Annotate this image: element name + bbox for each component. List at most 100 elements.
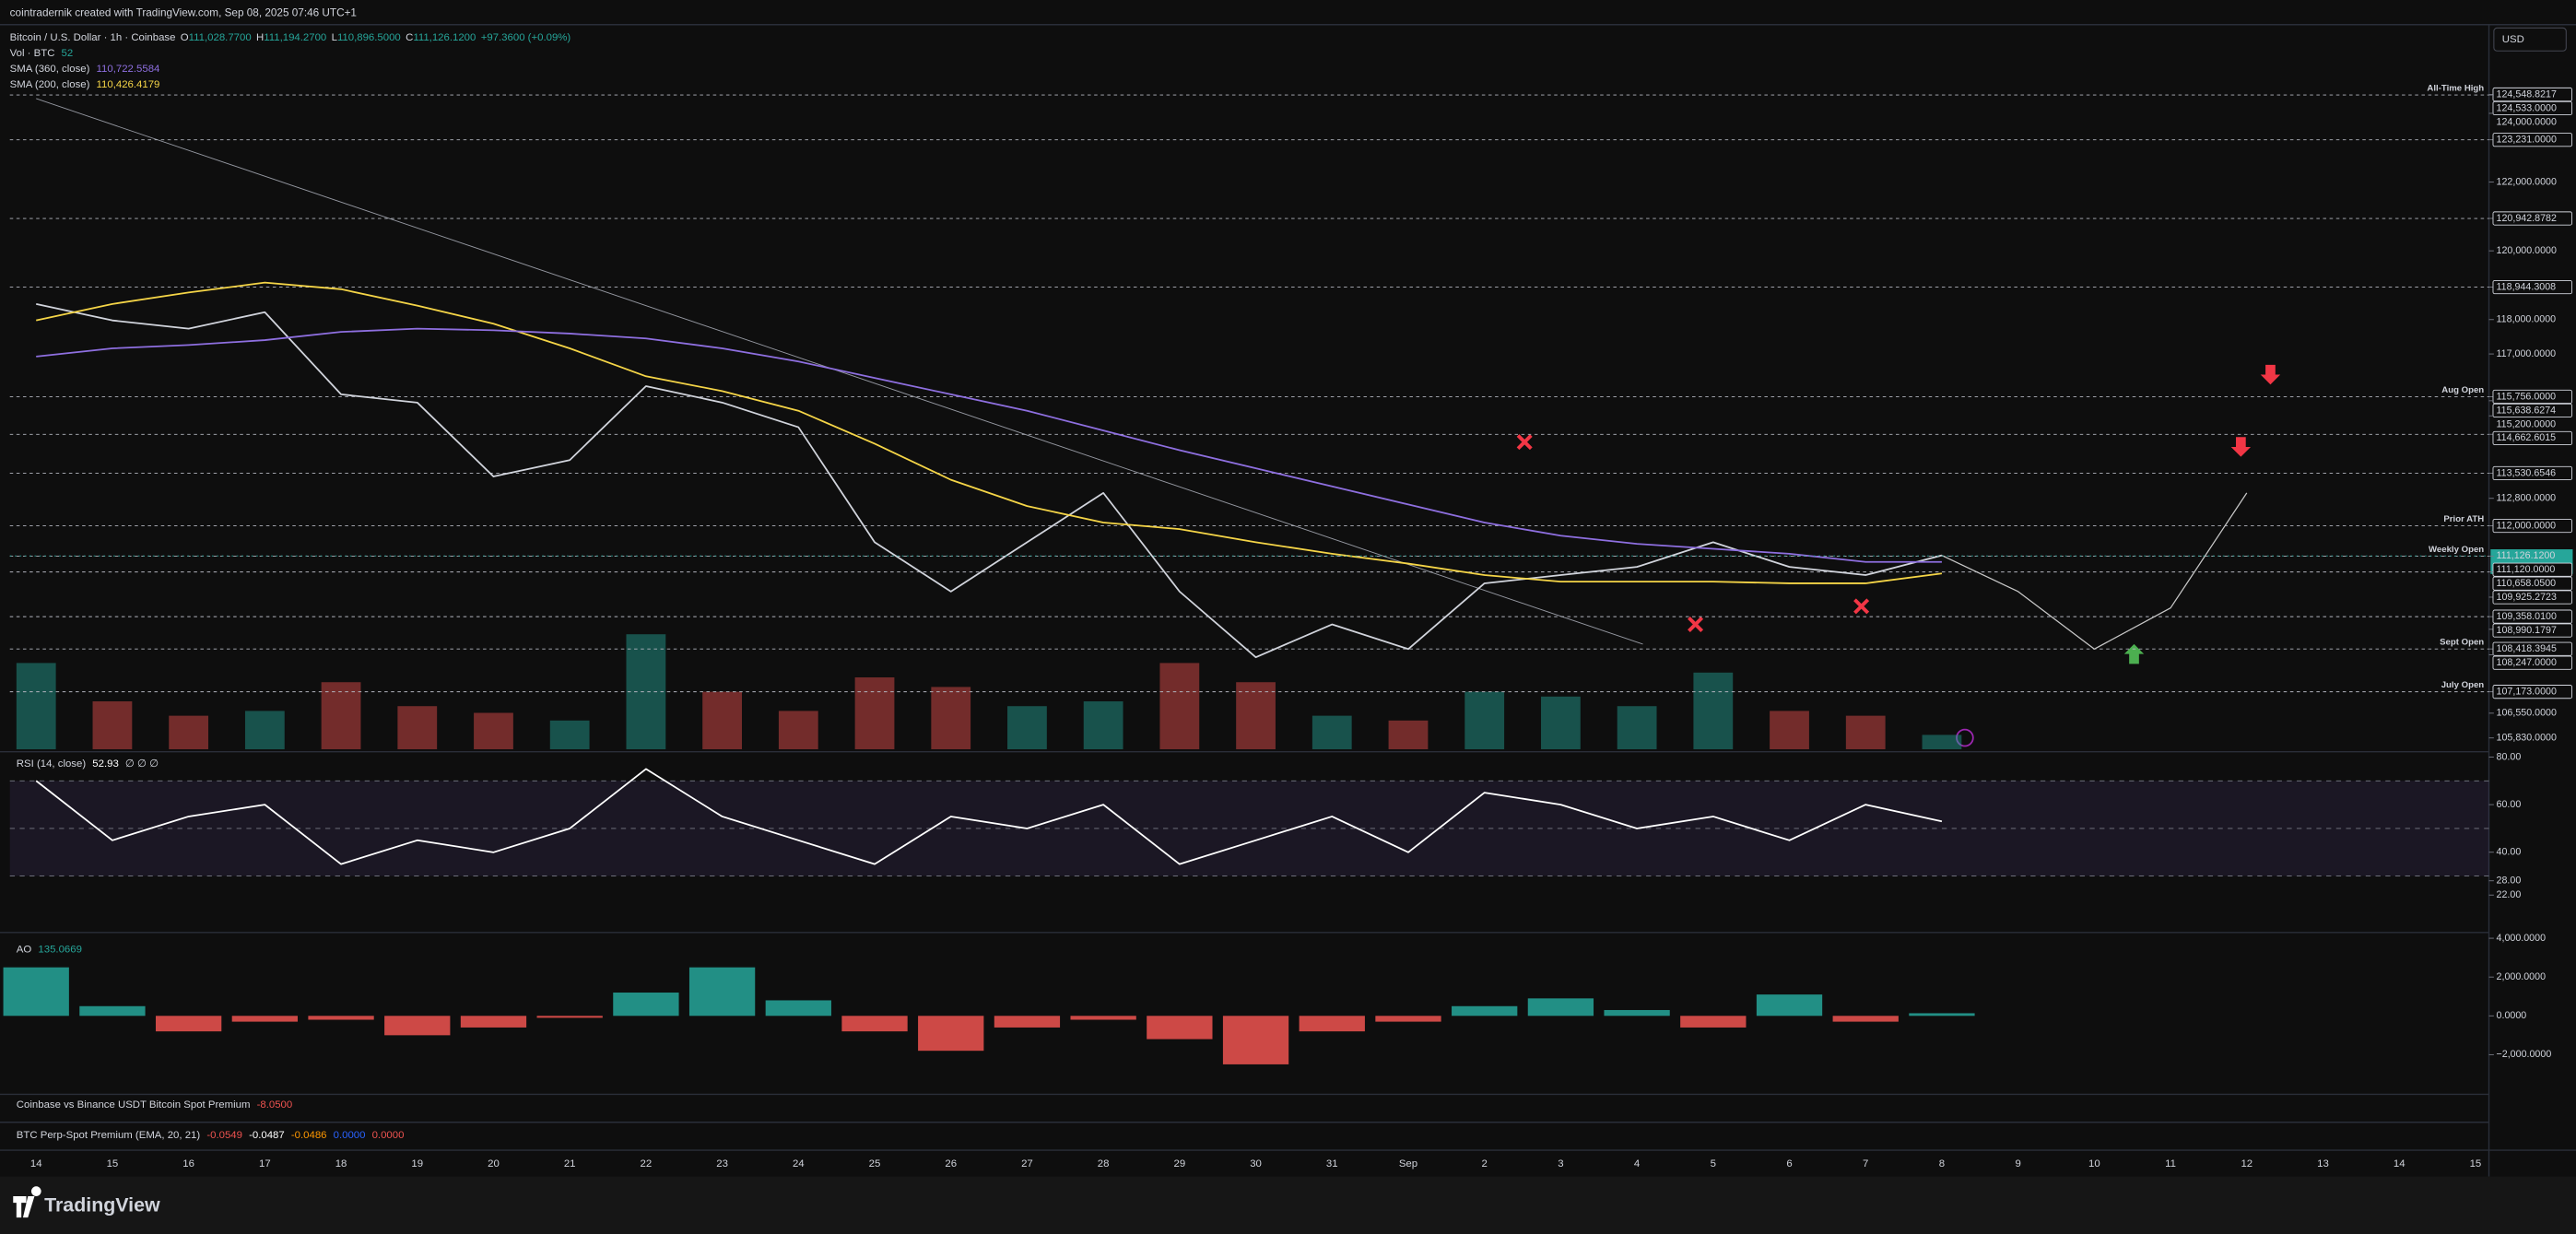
legend-line: AO 135.0669 [17, 945, 82, 956]
down-arrow [2260, 364, 2281, 385]
x-tick-label: 9 [2015, 1158, 2020, 1169]
level-label: All-Time High [2427, 84, 2484, 94]
indicator-name: BTC Perp-Spot Premium (EMA, 20, 21) [17, 1130, 201, 1141]
volume-bar [1541, 696, 1581, 750]
volume-bar [1464, 691, 1505, 750]
x-tick-label: 28 [1098, 1158, 1110, 1169]
ao-bar [1070, 1016, 1136, 1020]
ohlc-value: 110,896.5000 [337, 32, 401, 43]
sma-value: 110,722.5584 [97, 64, 160, 75]
ao-bar [1604, 1009, 1670, 1017]
y-tick-label: 113,530.6546 [2497, 467, 2557, 478]
volume-bar [778, 711, 818, 750]
indicator-value: -0.0549 [206, 1130, 242, 1141]
volume-bar [1770, 711, 1809, 750]
ohlc-value: 111,194.2700 [264, 32, 326, 43]
indicator-value: 0.0000 [334, 1130, 366, 1141]
y-tick-box [2492, 685, 2572, 699]
ao-bar [1375, 1016, 1441, 1022]
x-tick-label: 3 [1558, 1158, 1563, 1169]
ao-bar [1756, 994, 1823, 1017]
rsi-value: 52.93 [92, 758, 119, 770]
brand: TradingView [44, 1193, 160, 1216]
x-tick-label: 21 [564, 1158, 576, 1169]
indicator-value: -0.0486 [291, 1130, 327, 1141]
x-tick-label: 5 [1711, 1158, 1716, 1169]
y-tick-label: 107,173.0000 [2497, 686, 2557, 697]
volume-bar [854, 677, 895, 750]
ao-bar [460, 1016, 527, 1028]
y-tick-box [2492, 465, 2572, 481]
event-icon[interactable] [1956, 728, 1974, 747]
y-tick-label: 112,800.0000 [2497, 493, 2557, 504]
y-tick-label: 28.00 [2497, 876, 2522, 887]
y-tick-label: 118,944.3008 [2497, 281, 2557, 292]
legend: Bitcoin / U.S. Dollar · 1h · Coinbase O11… [10, 32, 571, 1141]
volume-bar [1159, 663, 1200, 750]
x-tick-label: 14 [30, 1158, 42, 1169]
y-tick-label: 108,990.1797 [2497, 625, 2557, 636]
legend-line: BTC Perp-Spot Premium (EMA, 20, 21) -0.05… [17, 1130, 405, 1141]
volume-bar [1845, 715, 1886, 750]
ohlc-value: 111,126.1200 [413, 32, 476, 43]
volume-bar [1236, 682, 1276, 750]
x-tick-label: 13 [2317, 1158, 2329, 1169]
y-tick-label: 115,756.0000 [2497, 391, 2557, 402]
level-label: July Open [2441, 680, 2485, 690]
y-tick-label: 115,200.0000 [2497, 418, 2557, 429]
ao-value: 135.0669 [38, 945, 82, 956]
indicator-value: -0.0487 [249, 1130, 285, 1141]
x-tick-label: 14 [2394, 1158, 2405, 1169]
currency-button[interactable] [2493, 27, 2567, 52]
level-label: Weekly Open [2429, 545, 2484, 555]
series-line [36, 281, 1943, 584]
x-tick-label: Sep [1399, 1158, 1417, 1169]
y-tick-label: 108,247.0000 [2497, 657, 2557, 668]
sma-value: 110,426.4179 [97, 79, 160, 90]
down-arrow [2230, 437, 2252, 457]
ao-bar [1452, 1005, 1518, 1017]
x-tick-label: 31 [1326, 1158, 1338, 1169]
ohlc-key: O [181, 32, 189, 43]
y-tick-label: 106,550.0000 [2497, 708, 2557, 719]
ao-bar [79, 1005, 146, 1017]
x-tick-label: 6 [1786, 1158, 1792, 1169]
ao-bar [308, 1016, 374, 1020]
x-tick-label: 2 [1482, 1158, 1488, 1169]
x-tick-label: 18 [335, 1158, 347, 1169]
y-tick-box [2492, 133, 2572, 147]
level-label: Prior ATH [2443, 514, 2484, 524]
ao-bar [841, 1016, 908, 1032]
rejection-mark [1516, 434, 1533, 451]
y-tick-box [2492, 403, 2572, 418]
y-tick-box [2492, 655, 2572, 670]
currency[interactable]: USD [2502, 34, 2524, 45]
volume-bar [626, 634, 666, 750]
y-tick-label: 120,942.8782 [2497, 213, 2557, 224]
level-label: Sept Open [2440, 638, 2484, 648]
x-tick-label: 11 [2165, 1158, 2176, 1169]
ao-bar [1147, 1016, 1213, 1040]
y-tick-box [2492, 430, 2572, 445]
volume-bar [1083, 701, 1123, 750]
change: +97.3600 (+0.09%) [481, 32, 571, 43]
x-tick-label: 27 [1021, 1158, 1033, 1169]
x-tick-label: 22 [641, 1158, 653, 1169]
volume-bar [474, 712, 513, 750]
x-tick-label: 30 [1250, 1158, 1262, 1169]
ao-bar [1832, 1016, 1899, 1022]
y-tick-box [2492, 609, 2572, 624]
ao-bar [1680, 1016, 1747, 1028]
volume-bar [702, 691, 742, 750]
indicator-name: Coinbase vs Binance USDT Bitcoin Spot Pr… [17, 1099, 251, 1111]
last-price-label: 111,126.1200 [2497, 550, 2556, 561]
symbol: Bitcoin / U.S. Dollar · 1h · Coinbase [10, 32, 176, 43]
ohlc-key: H [256, 32, 264, 43]
x-tick-label: 12 [2241, 1158, 2253, 1169]
level-label: Aug Open [2441, 385, 2484, 395]
x-tick-label: 24 [793, 1158, 805, 1169]
ao-bar [1909, 1013, 1975, 1017]
ohlc-value: 111,028.7700 [189, 32, 252, 43]
ohlc-key: L [332, 32, 337, 43]
series-line [36, 302, 1943, 659]
